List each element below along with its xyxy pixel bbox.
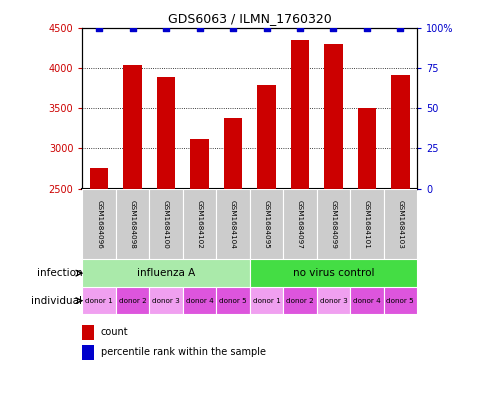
Bar [190,139,208,189]
Text: donor 4: donor 4 [185,298,213,304]
Text: GSM1684096: GSM1684096 [96,200,102,248]
Bar [182,287,216,314]
Text: donor 2: donor 2 [286,298,313,304]
Text: donor 3: donor 3 [319,298,347,304]
Text: donor 1: donor 1 [252,298,280,304]
Bar [116,287,149,314]
Point [395,24,403,31]
Bar [316,287,349,314]
Text: GSM1684097: GSM1684097 [296,200,302,248]
Text: GSM1684103: GSM1684103 [396,200,403,248]
Text: GSM1684098: GSM1684098 [129,200,136,248]
Text: donor 4: donor 4 [352,298,380,304]
Text: GSM1684102: GSM1684102 [196,200,202,248]
Bar [82,325,94,340]
Text: GSM1684101: GSM1684101 [363,200,369,248]
Text: GSM1684104: GSM1684104 [229,200,236,248]
Point [295,24,303,31]
Bar [324,44,342,189]
Point [262,24,270,31]
Bar [383,287,416,314]
Bar [249,189,283,259]
Bar [157,77,175,189]
Bar [283,189,316,259]
Text: GSM1684099: GSM1684099 [330,200,336,248]
Bar [391,75,408,189]
Title: GDS6063 / ILMN_1760320: GDS6063 / ILMN_1760320 [167,12,331,25]
Text: donor 3: donor 3 [152,298,180,304]
Bar [216,287,249,314]
Point [195,24,203,31]
Text: influenza A: influenza A [136,268,195,278]
Bar [82,345,94,360]
Text: donor 5: donor 5 [219,298,246,304]
Text: individual: individual [31,296,82,306]
Point [162,24,170,31]
Point [95,24,103,31]
Bar [149,189,182,259]
Point [362,24,370,31]
Bar [349,189,383,259]
Text: count: count [101,327,128,338]
Text: GSM1684100: GSM1684100 [163,200,169,248]
Bar [149,287,182,314]
Text: infection: infection [37,268,82,278]
Bar [290,40,308,189]
Text: no virus control: no virus control [292,268,374,278]
Text: percentile rank within the sample: percentile rank within the sample [101,347,265,357]
Text: donor 2: donor 2 [119,298,146,304]
Bar [249,259,416,287]
Bar [82,189,116,259]
Bar [224,118,242,189]
Bar [82,259,249,287]
Bar [316,189,349,259]
Bar [257,85,275,189]
Bar [116,189,149,259]
Bar [182,189,216,259]
Bar [82,287,116,314]
Bar [90,169,108,189]
Point [129,24,136,31]
Bar [249,287,283,314]
Bar [383,189,416,259]
Bar [283,287,316,314]
Bar [123,65,141,189]
Bar [349,287,383,314]
Point [228,24,236,31]
Bar [216,189,249,259]
Text: GSM1684095: GSM1684095 [263,200,269,248]
Text: donor 1: donor 1 [85,298,113,304]
Bar [357,108,375,189]
Point [329,24,337,31]
Text: donor 5: donor 5 [386,298,413,304]
